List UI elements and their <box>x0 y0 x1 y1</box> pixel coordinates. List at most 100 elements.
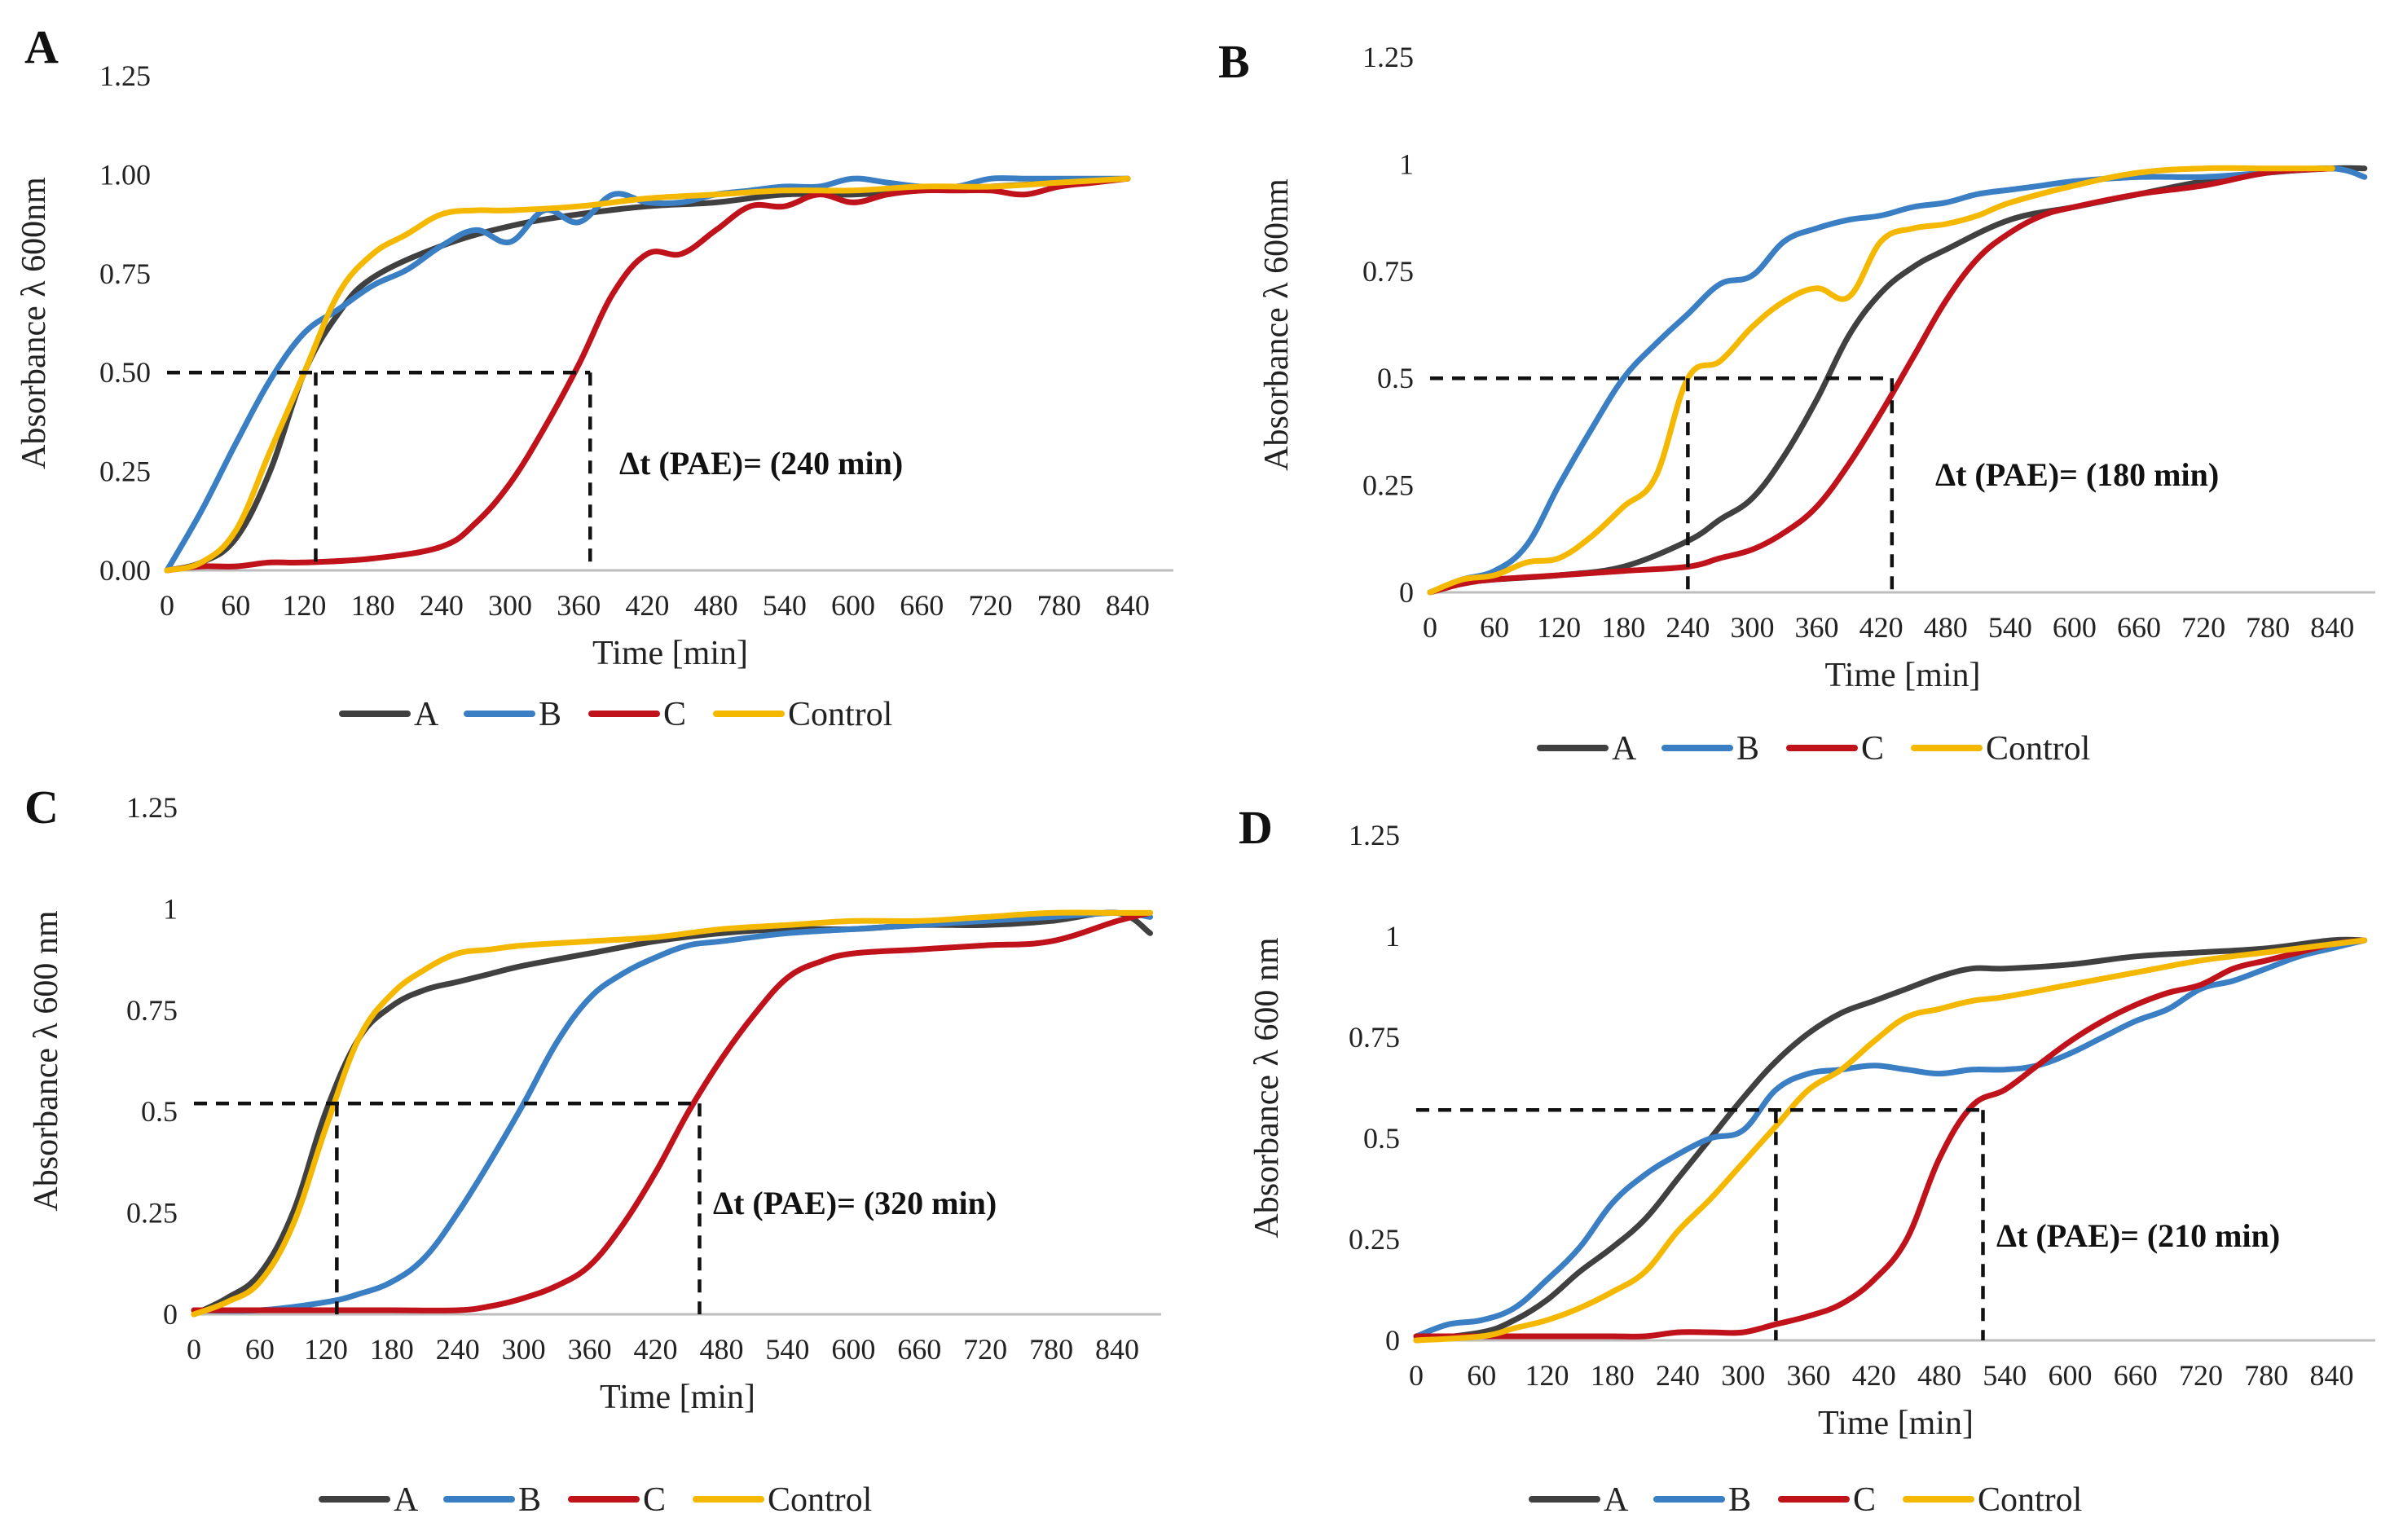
x-tick-label-b: 840 <box>2310 611 2354 644</box>
panel-letter-a: A <box>24 20 59 73</box>
legend-label-b-control: Control <box>1986 730 2090 768</box>
x-tick-label-b: 720 <box>2181 611 2225 644</box>
x-tick-label-b: 240 <box>1666 611 1710 644</box>
legend-label-d-b: B <box>1728 1481 1751 1519</box>
x-tick-label-d: 480 <box>1917 1359 1961 1392</box>
series-line-a-c <box>164 175 1131 574</box>
x-tick-label-d: 780 <box>2244 1359 2288 1392</box>
y-tick-label-d: 0.75 <box>1349 1021 1400 1054</box>
panel-letter-c: C <box>24 781 59 834</box>
pae-annotation-b: Δt (PAE)= (180 min) <box>1935 456 2219 493</box>
x-tick-label-a: 420 <box>625 589 669 622</box>
x-tick-label-c: 720 <box>963 1333 1007 1366</box>
x-tick-label-c: 300 <box>502 1333 546 1366</box>
series-line-d-control <box>1413 937 2368 1344</box>
x-tick-label-a: 660 <box>900 589 944 622</box>
y-tick-label-a: 0.75 <box>99 257 151 290</box>
x-tick-label-d: 720 <box>2179 1359 2223 1392</box>
legend-label-b-b: B <box>1736 730 1759 768</box>
series-line-c-control <box>191 909 1153 1318</box>
pae-annotation-d: Δt (PAE)= (210 min) <box>1996 1217 2280 1254</box>
x-tick-label-d: 0 <box>1409 1359 1424 1392</box>
x-tick-label-d: 240 <box>1656 1359 1700 1392</box>
x-tick-label-d: 60 <box>1467 1359 1496 1392</box>
x-tick-label-b: 600 <box>2053 611 2097 644</box>
legend-label-d-control: Control <box>1978 1481 2082 1519</box>
x-axis-title-a: Time [min] <box>592 635 748 672</box>
x-tick-label-d: 300 <box>1721 1359 1765 1392</box>
y-tick-label-c: 0.5 <box>141 1095 178 1128</box>
series-line-d-a <box>1413 936 2368 1344</box>
y-tick-label-b: 0 <box>1399 576 1414 609</box>
x-tick-label-d: 600 <box>2049 1359 2093 1392</box>
series-line-c-b <box>191 909 1153 1314</box>
x-tick-label-c: 360 <box>568 1333 612 1366</box>
y-axis-title-c: Absorbance λ 600 nm <box>28 910 65 1211</box>
x-tick-label-c: 600 <box>831 1333 875 1366</box>
x-tick-label-c: 120 <box>304 1333 348 1366</box>
x-tick-label-a: 360 <box>557 589 601 622</box>
x-tick-label-b: 360 <box>1795 611 1839 644</box>
y-tick-label-c: 0.25 <box>126 1197 178 1230</box>
legend-b: A B C Control <box>1537 730 2090 768</box>
x-axis-title-d: Time [min] <box>1818 1405 1974 1442</box>
x-tick-label-d: 420 <box>1852 1359 1896 1392</box>
x-tick-label-c: 480 <box>699 1333 743 1366</box>
y-tick-label-b: 1.25 <box>1362 41 1414 73</box>
y-tick-label-d: 0.25 <box>1349 1223 1400 1256</box>
legend-label-a-a: A <box>414 696 439 733</box>
x-tick-label-a: 720 <box>968 589 1012 622</box>
x-tick-label-b: 180 <box>1601 611 1645 644</box>
chart-panel-d: D 0 0.25 0.5 0.75 1 1.25 0 60 120 180 240 300 360 420 4… <box>1239 801 2375 1519</box>
series-line-b-c <box>1427 165 2335 596</box>
x-tick-label-b: 300 <box>1730 611 1774 644</box>
y-tick-label-c: 0 <box>163 1298 178 1331</box>
legend-label-a-c: C <box>663 696 686 733</box>
y-tick-label-b: 1 <box>1399 147 1414 180</box>
y-tick-label-d: 0 <box>1385 1324 1400 1357</box>
x-tick-label-a: 540 <box>763 589 807 622</box>
y-tick-label-a: 0.50 <box>99 356 151 389</box>
x-tick-label-a: 600 <box>831 589 875 622</box>
series-line-b-b <box>1427 165 2368 596</box>
chart-panel-b: B 0 0.25 0.5 0.75 1 1.25 0 60 120 180 240 300 360 420 4… <box>1218 35 2375 768</box>
x-tick-label-a: 240 <box>420 589 464 622</box>
panel-letter-b: B <box>1218 35 1250 88</box>
y-tick-label-b: 0.5 <box>1377 362 1414 394</box>
x-tick-label-a: 60 <box>221 589 250 622</box>
x-tick-label-b: 480 <box>1924 611 1968 644</box>
x-tick-label-c: 540 <box>765 1333 809 1366</box>
y-tick-label-b: 0.75 <box>1362 255 1414 288</box>
y-tick-label-a: 0.25 <box>99 455 151 488</box>
x-tick-label-c: 660 <box>897 1333 941 1366</box>
x-axis-title-b: Time [min] <box>1825 657 1981 694</box>
legend-label-b-c: C <box>1861 730 1884 768</box>
x-tick-label-c: 780 <box>1029 1333 1073 1366</box>
x-tick-label-d: 540 <box>1983 1359 2027 1392</box>
y-tick-label-d: 1.25 <box>1349 819 1400 851</box>
series-line-a-control <box>164 175 1131 574</box>
chart-panel-c: C 0 0.25 0.5 0.75 1 1.25 0 60 120 180 240 300 360 420 4… <box>24 781 1161 1519</box>
x-axis-title-c: Time [min] <box>600 1379 755 1416</box>
x-tick-label-d: 360 <box>1787 1359 1831 1392</box>
chart-panel-a: A 0.00 0.25 0.50 0.75 1.00 1.25 0 60 120 180 240 300… <box>15 20 1173 733</box>
x-tick-label-d: 120 <box>1525 1359 1569 1392</box>
x-tick-label-c: 840 <box>1095 1333 1139 1366</box>
legend-label-c-control: Control <box>768 1481 872 1519</box>
x-tick-label-c: 240 <box>436 1333 480 1366</box>
y-tick-label-c: 1 <box>163 892 178 925</box>
y-axis-title-b: Absorbance λ 600nm <box>1258 178 1296 471</box>
y-axis-title-a: Absorbance λ 600nm <box>15 177 53 469</box>
y-tick-label-d: 1 <box>1385 920 1400 953</box>
series-line-c-a <box>191 909 1153 1318</box>
x-tick-label-a: 840 <box>1106 589 1150 622</box>
legend-d: A B C Control <box>1529 1481 2082 1519</box>
legend-label-c-b: B <box>518 1481 541 1519</box>
x-tick-label-b: 420 <box>1859 611 1903 644</box>
x-tick-label-d: 660 <box>2114 1359 2158 1392</box>
x-tick-label-a: 120 <box>282 589 326 622</box>
x-tick-label-b: 780 <box>2246 611 2290 644</box>
legend-label-c-c: C <box>643 1481 666 1519</box>
x-tick-label-d: 840 <box>2310 1359 2354 1392</box>
